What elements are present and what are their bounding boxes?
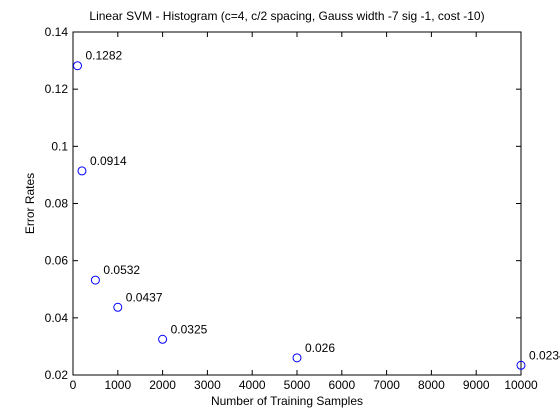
- x-axis-label: Number of Training Samples: [211, 394, 363, 408]
- y-axis-label: Error Rates: [23, 173, 37, 234]
- x-tick-label: 10000: [504, 378, 538, 392]
- x-tick-label: 8000: [418, 378, 445, 392]
- x-tick-label: 5000: [284, 378, 311, 392]
- data-labels: 0.1282 0.0914 0.0532 0.0437 0.0325 0.026 0.023…: [85, 49, 560, 363]
- data-point: [72, 61, 82, 71]
- x-tick-label: 2000: [149, 378, 176, 392]
- y-tick-label: 0.04: [45, 311, 69, 325]
- data-point: [90, 275, 100, 285]
- y-tick-label: 0.14: [45, 25, 69, 39]
- data-point: [516, 360, 526, 370]
- data-points: [72, 61, 526, 370]
- x-tick-label: 1000: [104, 378, 131, 392]
- y-tick-label: 0.06: [45, 254, 69, 268]
- data-label: 0.026: [305, 341, 335, 355]
- y-tick-label: 0.1: [51, 139, 68, 153]
- data-label: 0.0532: [103, 263, 140, 277]
- x-tick-labels: 0 1000 2000 3000 4000 5000 6000 7000 8000 9000 100…: [70, 378, 538, 392]
- data-label: 0.1282: [85, 49, 122, 63]
- plot-area: [72, 31, 522, 376]
- y-tick-label: 0.12: [45, 82, 69, 96]
- data-label: 0.0914: [90, 154, 127, 168]
- data-label: 0.0325: [171, 322, 208, 336]
- data-point: [158, 334, 168, 344]
- data-label: 0.0234: [529, 348, 560, 362]
- x-tick-label: 3000: [194, 378, 221, 392]
- data-point: [113, 302, 123, 312]
- x-tick-label: 7000: [373, 378, 400, 392]
- chart-title: Linear SVM - Histogram (c=4, c/2 spacing…: [89, 9, 484, 23]
- y-tick-label: 0.02: [45, 368, 69, 382]
- data-point: [77, 166, 87, 176]
- y-tick-labels: 0.02 0.04 0.06 0.08 0.1 0.12 0.14: [45, 25, 69, 382]
- x-tick-label: 4000: [239, 378, 266, 392]
- data-point: [292, 353, 302, 363]
- data-label: 0.0437: [126, 290, 163, 304]
- x-tick-label: 6000: [328, 378, 355, 392]
- x-tick-label: 0: [70, 378, 77, 392]
- x-tick-label: 9000: [463, 378, 490, 392]
- axis-ticks: [72, 31, 522, 376]
- y-tick-label: 0.08: [45, 197, 69, 211]
